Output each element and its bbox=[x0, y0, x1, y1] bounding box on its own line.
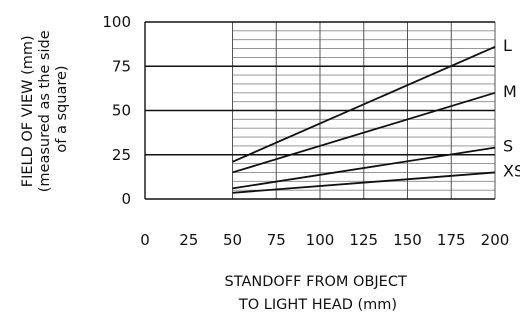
series-label-xs: XS bbox=[503, 161, 520, 180]
y-axis-title-line-1: FIELD OF VIEW (mm) bbox=[20, 35, 36, 187]
x-tick-label: 125 bbox=[349, 231, 378, 249]
x-tick-label: 150 bbox=[393, 231, 422, 249]
x-tick-labels: 0 25 50 75 100 125 150 175 200 bbox=[140, 231, 509, 249]
y-tick-label: 25 bbox=[112, 146, 131, 164]
y-axis-title-line-2: (measured as the side bbox=[37, 30, 53, 192]
x-tick-label: 100 bbox=[306, 231, 335, 249]
y-axis-title-line-3: of a square) bbox=[54, 65, 70, 152]
series-label-l: L bbox=[503, 36, 512, 55]
y-tick-label: 0 bbox=[121, 190, 131, 208]
x-tick-label: 50 bbox=[223, 231, 242, 249]
x-tick-label: 175 bbox=[437, 231, 466, 249]
series-labels: L M S XS bbox=[503, 36, 520, 181]
x-tick-label: 75 bbox=[267, 231, 286, 249]
series-label-m: M bbox=[503, 82, 517, 101]
x-tick-label: 0 bbox=[140, 231, 150, 249]
series-lines bbox=[232, 45, 496, 194]
y-tick-label: 75 bbox=[112, 57, 131, 75]
x-tick-label: 25 bbox=[179, 231, 198, 249]
series-label-s: S bbox=[503, 137, 513, 156]
series-line-xs bbox=[232, 171, 496, 194]
y-tick-label: 100 bbox=[102, 13, 131, 31]
y-tick-label: 50 bbox=[112, 102, 131, 120]
series-line-s bbox=[232, 146, 496, 190]
x-axis-title-line-1: STANDOFF FROM OBJECT bbox=[225, 274, 407, 290]
y-axis-title: FIELD OF VIEW (mm) (measured as the side… bbox=[20, 26, 70, 192]
series-line-l bbox=[232, 45, 496, 163]
x-tick-label: 200 bbox=[481, 231, 510, 249]
y-tick-labels: 0 25 50 75 100 bbox=[102, 13, 131, 208]
x-axis-title-line-2: TO LIGHT HEAD (mm) bbox=[238, 297, 397, 313]
x-axis-title: STANDOFF FROM OBJECT TO LIGHT HEAD (mm) bbox=[225, 274, 412, 313]
series-line-m bbox=[232, 91, 496, 174]
